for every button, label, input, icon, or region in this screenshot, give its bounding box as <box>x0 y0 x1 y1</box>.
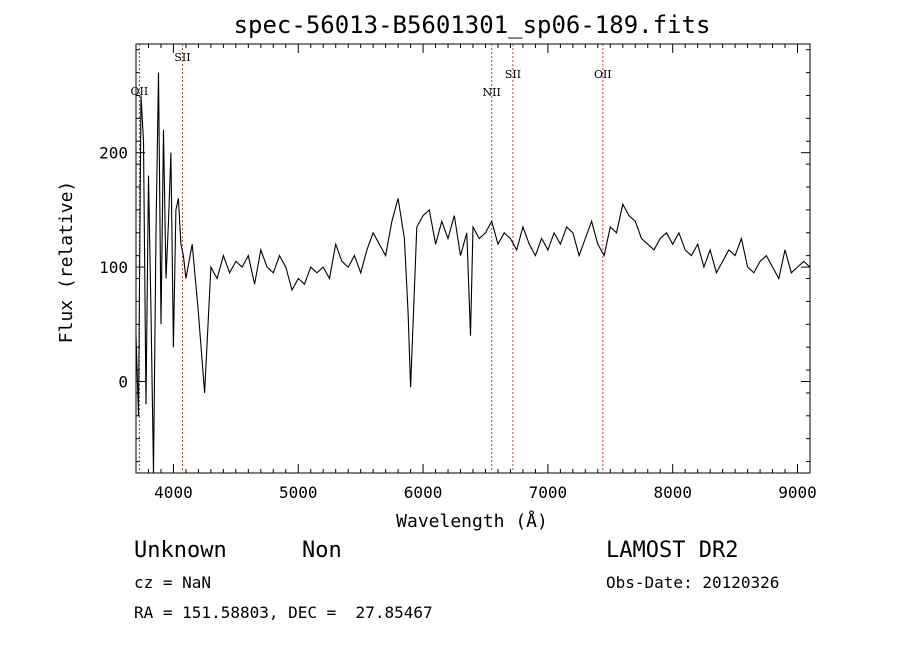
spectrum-series-line <box>135 72 811 474</box>
emission-line-markers: OII SII NII SII OII <box>131 44 612 473</box>
marker-label: OII <box>131 85 149 98</box>
x-tick-label: 8000 <box>653 483 692 502</box>
marker-label: SII <box>174 51 190 64</box>
survey-label: LAMOST DR2 <box>606 538 739 563</box>
classification-label: Unknown <box>134 538 227 563</box>
x-tick-label: 7000 <box>529 483 568 502</box>
cz-value: cz = NaN <box>134 573 212 592</box>
x-tick-label: 9000 <box>778 483 817 502</box>
y-tick-label: 0 <box>118 372 128 391</box>
marker-label: OII <box>594 68 612 81</box>
subclass-label: Non <box>302 538 342 563</box>
obs-date-value: Obs-Date: 20120326 <box>606 573 780 592</box>
x-tick-label: 5000 <box>279 483 318 502</box>
axis-tick-labels: 4000 5000 6000 7000 8000 9000 0 100 200 <box>99 144 817 502</box>
axis-ticks <box>135 44 811 473</box>
plot-frame <box>135 43 811 474</box>
marker-label: NII <box>483 86 501 99</box>
y-axis-label: Flux (relative) <box>56 181 77 344</box>
x-tick-label: 4000 <box>154 483 193 502</box>
y-tick-label: 200 <box>99 144 128 163</box>
marker-label: SII <box>505 68 521 81</box>
coordinates-value: RA = 151.58803, DEC = 27.85467 <box>134 603 433 622</box>
chart-title: spec-56013-B5601301_sp06-189.fits <box>234 11 711 39</box>
x-axis-label: Wavelength (Å) <box>396 510 548 532</box>
y-tick-label: 100 <box>99 258 128 277</box>
x-tick-label: 6000 <box>404 483 443 502</box>
